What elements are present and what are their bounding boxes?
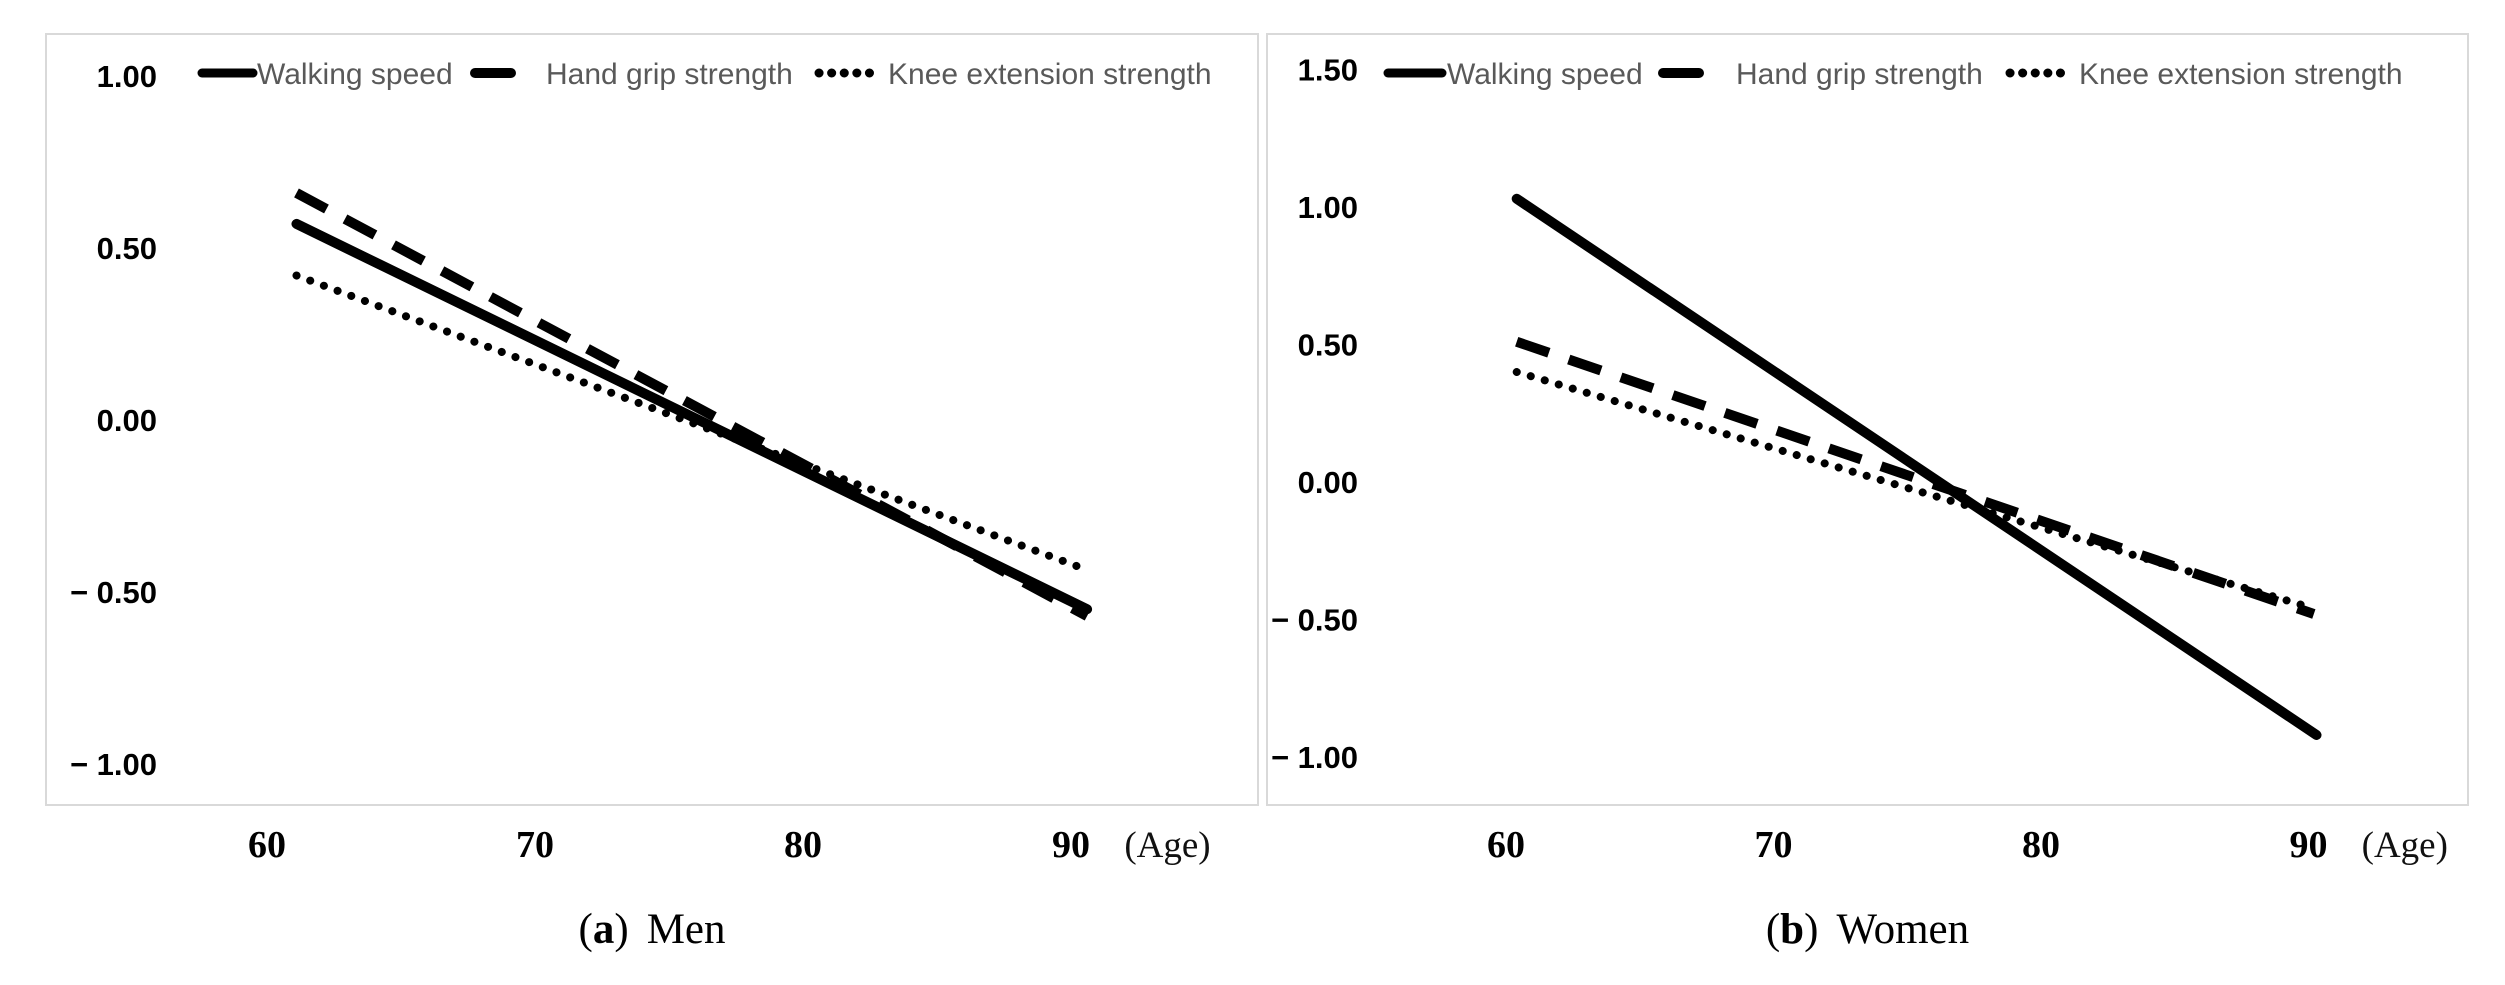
y-tick-label: 1.00 xyxy=(1298,190,1358,225)
caption-open-paren: ( xyxy=(578,906,593,953)
caption-letter: a xyxy=(592,906,615,953)
y-tick-label: 0.50 xyxy=(97,231,157,266)
panel-women: 1.50 1.00 0.50 0.00 − 0.50 − 1.00 60 70 80 90 (Ag… xyxy=(1266,33,2469,983)
panel-women-caption: (b) Women xyxy=(1266,905,2469,954)
caption-open-paren: ( xyxy=(1765,906,1781,953)
y-axis-tick-labels: 1.00 0.50 0.00 − 0.50 − 1.00 xyxy=(70,59,157,782)
panel-men: 1.00 0.50 0.00 − 0.50 − 1.00 60 70 80 90 (Age) W… xyxy=(45,33,1259,983)
age-unit-label: (Age) xyxy=(2362,825,2448,866)
x-tick-label: 60 xyxy=(248,824,286,866)
y-tick-label: 1.50 xyxy=(1298,53,1358,88)
series-line-dashed xyxy=(1515,337,2316,619)
series-line-solid xyxy=(291,218,1093,615)
legend-label-hand-grip: Hand grip strength xyxy=(1736,58,1983,91)
legend-label-walking-speed: Walking speed xyxy=(257,58,453,91)
series-line-dotted xyxy=(292,271,1086,572)
age-unit-label: (Age) xyxy=(1124,825,1210,866)
legend-label-knee-extension: Knee extension strength xyxy=(2079,58,2403,91)
y-tick-label: 0.00 xyxy=(97,403,157,438)
legend: Walking speed Hand grip strength Knee ex… xyxy=(197,58,1212,91)
y-tick-label: 1.00 xyxy=(97,59,157,94)
legend-label-knee-extension: Knee extension strength xyxy=(888,58,1212,91)
legend-label-walking-speed: Walking speed xyxy=(1447,58,1643,91)
x-tick-label: 70 xyxy=(1755,824,1793,866)
y-tick-label: 0.00 xyxy=(1298,465,1358,500)
x-tick-label: 60 xyxy=(1487,824,1525,866)
y-tick-label: − 1.00 xyxy=(1271,740,1358,775)
series-line-dashed xyxy=(294,188,1090,621)
caption-close-paren: ) xyxy=(614,906,629,953)
chart-men-canvas: 1.00 0.50 0.00 − 0.50 − 1.00 60 70 80 90 (Age) W… xyxy=(45,33,1259,866)
y-tick-label: − 0.50 xyxy=(70,575,157,610)
y-tick-label: 0.50 xyxy=(1298,328,1358,363)
y-tick-label: − 0.50 xyxy=(1271,603,1358,638)
panel-men-caption: (a) Men xyxy=(45,905,1259,954)
caption-label: Men xyxy=(646,906,726,953)
y-tick-label: − 1.00 xyxy=(70,747,157,782)
x-tick-label: 70 xyxy=(516,824,554,866)
x-axis-tick-labels: 60 70 80 90 (Age) xyxy=(248,824,1211,866)
y-axis-tick-labels: 1.50 1.00 0.50 0.00 − 0.50 − 1.00 xyxy=(1271,53,1358,776)
legend-label-hand-grip: Hand grip strength xyxy=(546,58,793,91)
series-line-solid xyxy=(1511,193,2322,740)
caption-letter: b xyxy=(1780,906,1805,953)
x-tick-label: 80 xyxy=(784,824,822,866)
chart-women-canvas: 1.50 1.00 0.50 0.00 − 0.50 − 1.00 60 70 80 90 (Ag… xyxy=(1266,33,2469,866)
x-tick-label: 90 xyxy=(2290,824,2328,866)
x-tick-label: 90 xyxy=(1052,824,1090,866)
x-tick-label: 80 xyxy=(2022,824,2060,866)
caption-close-paren: ) xyxy=(1804,906,1819,953)
legend: Walking speed Hand grip strength Knee ex… xyxy=(1383,58,2403,91)
data-lines xyxy=(1511,193,2322,740)
data-lines xyxy=(291,188,1093,621)
x-axis-tick-labels: 60 70 80 90 (Age) xyxy=(1487,824,2448,866)
plot-area-border xyxy=(45,33,1259,806)
plot-area-border xyxy=(1266,33,2469,806)
caption-label: Women xyxy=(1836,906,1970,953)
